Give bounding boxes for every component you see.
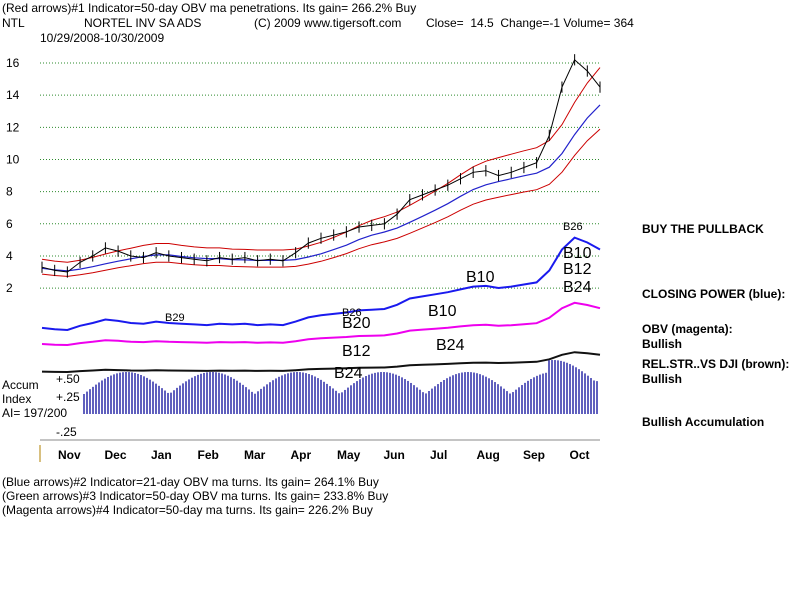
signal-label: B12 [563, 261, 592, 278]
relstr-label: REL.STR..VS DJI (brown): [642, 357, 790, 371]
relstr-value: Bullish [642, 372, 683, 386]
y-tick-label: 10 [6, 152, 20, 166]
accum-tick-p25: +.25 [56, 390, 80, 404]
ai-label: AI= 197/200 [2, 406, 68, 420]
obv-label: OBV (magenta): [642, 322, 733, 336]
x-tick-label: Feb [198, 448, 219, 462]
closing-power-line [41, 236, 601, 332]
y-tick-label: 12 [6, 120, 20, 134]
y-tick-label: 8 [6, 185, 13, 199]
x-tick-label: Aug [477, 448, 500, 462]
footer-blue-arrows: (Blue arrows)#2 Indicator=21-day OBV ma … [2, 475, 379, 489]
moving-average [41, 104, 601, 272]
x-tick-label: Apr [291, 448, 312, 462]
footer-magenta-arrows: (Magenta arrows)#4 Indicator=50-day ma t… [2, 503, 373, 517]
index-label: Index [2, 392, 32, 406]
company-name: NORTEL INV SA ADS [84, 16, 202, 30]
y-tick-label: 2 [6, 281, 13, 295]
x-tick-label: Jul [430, 448, 447, 462]
relstr-line [41, 351, 601, 374]
accumulation-label: Bullish Accumulation [642, 415, 765, 429]
y-tick-label: 6 [6, 217, 13, 231]
accum-label: Accum [2, 378, 39, 392]
closing-power-label: CLOSING POWER (blue): [642, 287, 786, 301]
ticker-symbol: NTL [2, 16, 25, 30]
x-tick-label: Jan [151, 448, 172, 462]
y-tick-label: 16 [6, 56, 20, 70]
signal-label: B29 [165, 312, 185, 324]
x-tick-label: May [337, 448, 361, 462]
lower-band [41, 128, 601, 277]
signal-label: B24 [334, 365, 363, 382]
signal-label: B10 [563, 245, 592, 262]
accum-tick-p50: +.50 [56, 372, 80, 386]
obv-value: Bullish [642, 337, 683, 351]
x-tick-label: Sep [523, 448, 545, 462]
signal-label: B26 [563, 221, 583, 233]
signal-label: B10 [466, 269, 495, 286]
x-tick-label: Nov [58, 448, 81, 462]
signal-label: B20 [342, 315, 371, 332]
date-range: 10/29/2008-10/30/2009 [40, 31, 165, 45]
signal-label: B12 [342, 343, 371, 360]
y-tick-label: 4 [6, 249, 13, 263]
price-line [41, 58, 601, 273]
price-stats: Close= 14.5 Change=-1 Volume= 364 [426, 16, 634, 30]
x-tick-label: Oct [570, 448, 590, 462]
y-tick-label: 14 [6, 88, 20, 102]
x-tick-label: Jun [384, 448, 405, 462]
signal-label: B24 [436, 337, 465, 354]
header-indicator-line: (Red arrows)#1 Indicator=50-day OBV ma p… [2, 1, 417, 15]
accum-tick-m25: -.25 [56, 425, 77, 439]
signal-label: B26 [342, 307, 362, 319]
signal-label: B24 [563, 279, 592, 296]
buy-pullback-label: BUY THE PULLBACK [642, 222, 764, 236]
x-tick-label: Dec [105, 448, 127, 462]
footer-green-arrows: (Green arrows)#3 Indicator=50-day OBV ma… [2, 489, 389, 503]
x-tick-label: Mar [244, 448, 266, 462]
signal-label: B10 [428, 303, 457, 320]
obv-line [41, 301, 601, 347]
copyright: (C) 2009 www.tigersoft.com [254, 16, 402, 30]
